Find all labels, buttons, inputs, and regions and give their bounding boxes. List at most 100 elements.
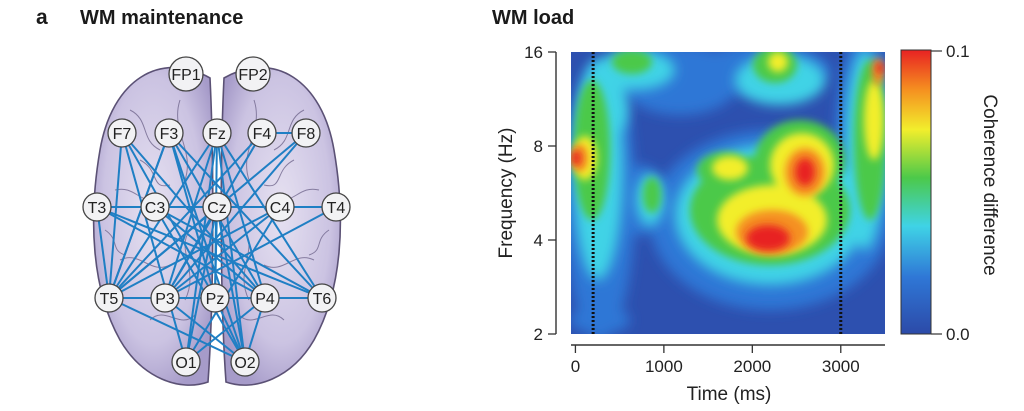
colorbar-label: Coherence difference — [979, 94, 1000, 275]
electrode-circle — [140, 192, 170, 222]
electrode-label: P3 — [155, 291, 175, 308]
connection-F4-T5 — [108, 132, 263, 299]
electrode-label: P4 — [255, 291, 275, 308]
connection-Cz-P3 — [164, 206, 218, 299]
connection-C3-T6 — [154, 206, 323, 299]
x-tick-label: 1000 — [645, 357, 683, 376]
y-ticks: 16 8 4 2 — [524, 43, 556, 344]
electrode-label: F4 — [253, 126, 272, 143]
electrode-label: FP2 — [238, 67, 267, 84]
connection-C4-P3 — [164, 206, 281, 299]
electrode-T4: T4 — [321, 192, 351, 222]
electrode-F8: F8 — [291, 118, 321, 148]
connection-Cz-Pz — [214, 206, 218, 299]
electrode-circle — [94, 283, 124, 313]
electrode-F7: F7 — [107, 118, 137, 148]
electrode-F3: F3 — [154, 118, 184, 148]
electrode-FP2: FP2 — [235, 56, 271, 92]
electrode-FP1: FP1 — [168, 56, 204, 92]
electrode-O2: O2 — [230, 347, 260, 377]
electrode-circle — [150, 283, 180, 313]
colorbar-tick-min: 0.0 — [946, 325, 970, 344]
electrode-circle — [171, 347, 201, 377]
connection-C3-P4 — [154, 206, 266, 299]
electrode-P4: P4 — [250, 283, 280, 313]
y-tick-label: 8 — [534, 137, 543, 156]
electrode-T5: T5 — [94, 283, 124, 313]
electrode-circle — [202, 192, 232, 222]
electrode-circle — [168, 56, 204, 92]
electrode-T3: T3 — [82, 192, 112, 222]
electrode-circle — [82, 192, 112, 222]
electrode-circle — [321, 192, 351, 222]
connection-C3-O2 — [154, 206, 246, 363]
electrode-Fz: Fz — [202, 118, 232, 148]
electrode-circle — [235, 56, 271, 92]
connection-Fz-P4 — [216, 132, 266, 299]
connection-Cz-T5 — [108, 206, 218, 299]
left-panel-title: WM maintenance — [80, 7, 244, 29]
x-tick-label: 3000 — [822, 357, 860, 376]
electrode-C3: C3 — [140, 192, 170, 222]
connection-T5-F3 — [108, 132, 170, 299]
electrode-circle — [200, 283, 230, 313]
electrode-label: F8 — [297, 126, 316, 143]
electrode-label: C3 — [145, 200, 166, 217]
electrode-circle — [247, 118, 277, 148]
electrode-circle — [202, 118, 232, 148]
electrode-P3: P3 — [150, 283, 180, 313]
electrode-F4: F4 — [247, 118, 277, 148]
electrode-circle — [230, 347, 260, 377]
y-tick-label: 2 — [534, 325, 543, 344]
panel-letter: a — [36, 6, 48, 29]
electrodes: FP1 FP2 F7 F3 Fz F4 F8 T3 C3 Cz C4 T4 T5 P3 Pz P4 T6 O1 O2 — [82, 56, 351, 377]
electrode-circle — [265, 192, 295, 222]
connection-T5-O2 — [108, 297, 246, 363]
connection-T3-T5 — [96, 206, 110, 299]
electrode-label: T6 — [313, 291, 332, 308]
connection-C4-O1 — [185, 206, 281, 363]
electrode-Pz: Pz — [200, 283, 230, 313]
electrode-circle — [250, 283, 280, 313]
x-tick-label: 0 — [571, 357, 580, 376]
electrode-circle — [154, 118, 184, 148]
connection-Cz-O2 — [216, 206, 246, 363]
connection-P3-O2 — [164, 297, 246, 363]
time-markers — [591, 52, 843, 334]
connection-F7-O1 — [121, 132, 187, 363]
connection-Fz-O1 — [185, 132, 218, 363]
connection-T4-P3 — [164, 206, 337, 299]
colorbar-tick-max: 0.1 — [946, 42, 970, 61]
electrode-Cz: Cz — [202, 192, 232, 222]
electrode-label: Fz — [208, 126, 226, 143]
y-tick-label: 4 — [534, 231, 543, 250]
electrode-C4: C4 — [265, 192, 295, 222]
electrode-label: Cz — [207, 200, 227, 217]
electrode-label: T3 — [88, 200, 107, 217]
electrode-circle — [107, 118, 137, 148]
colorbar: 0.1 0.0 Coherence difference — [900, 42, 1000, 344]
right-panel-title: WM load — [492, 7, 575, 29]
connection-Fz-P3 — [164, 132, 218, 299]
connection-F3-T6 — [168, 132, 323, 299]
connection-P4-O1 — [185, 297, 266, 363]
electrode-label: Pz — [206, 291, 225, 308]
x-tick-label: 2000 — [733, 357, 771, 376]
y-tick-label: 16 — [524, 43, 543, 62]
connection-F8-P3 — [164, 132, 307, 299]
electrode-label: FP1 — [171, 67, 200, 84]
electrode-T6: T6 — [307, 283, 337, 313]
electrode-label: T4 — [327, 200, 346, 217]
x-axis-label: Time (ms) — [687, 384, 772, 405]
electrode-label: T5 — [100, 291, 119, 308]
x-ticks: 0 1000 2000 3000 — [571, 345, 860, 376]
right-hemisphere — [220, 66, 342, 386]
colorbar-gradient — [900, 49, 932, 335]
electrode-circle — [291, 118, 321, 148]
connection-C4-T5 — [108, 206, 281, 299]
heatmap-blobs — [571, 52, 885, 334]
electrode-label: O2 — [234, 355, 255, 372]
electrode-label: O1 — [175, 355, 196, 372]
heatmap-plot: 16 8 4 2 0 1000 2000 3000 Frequency (Hz) Time … — [496, 43, 885, 405]
